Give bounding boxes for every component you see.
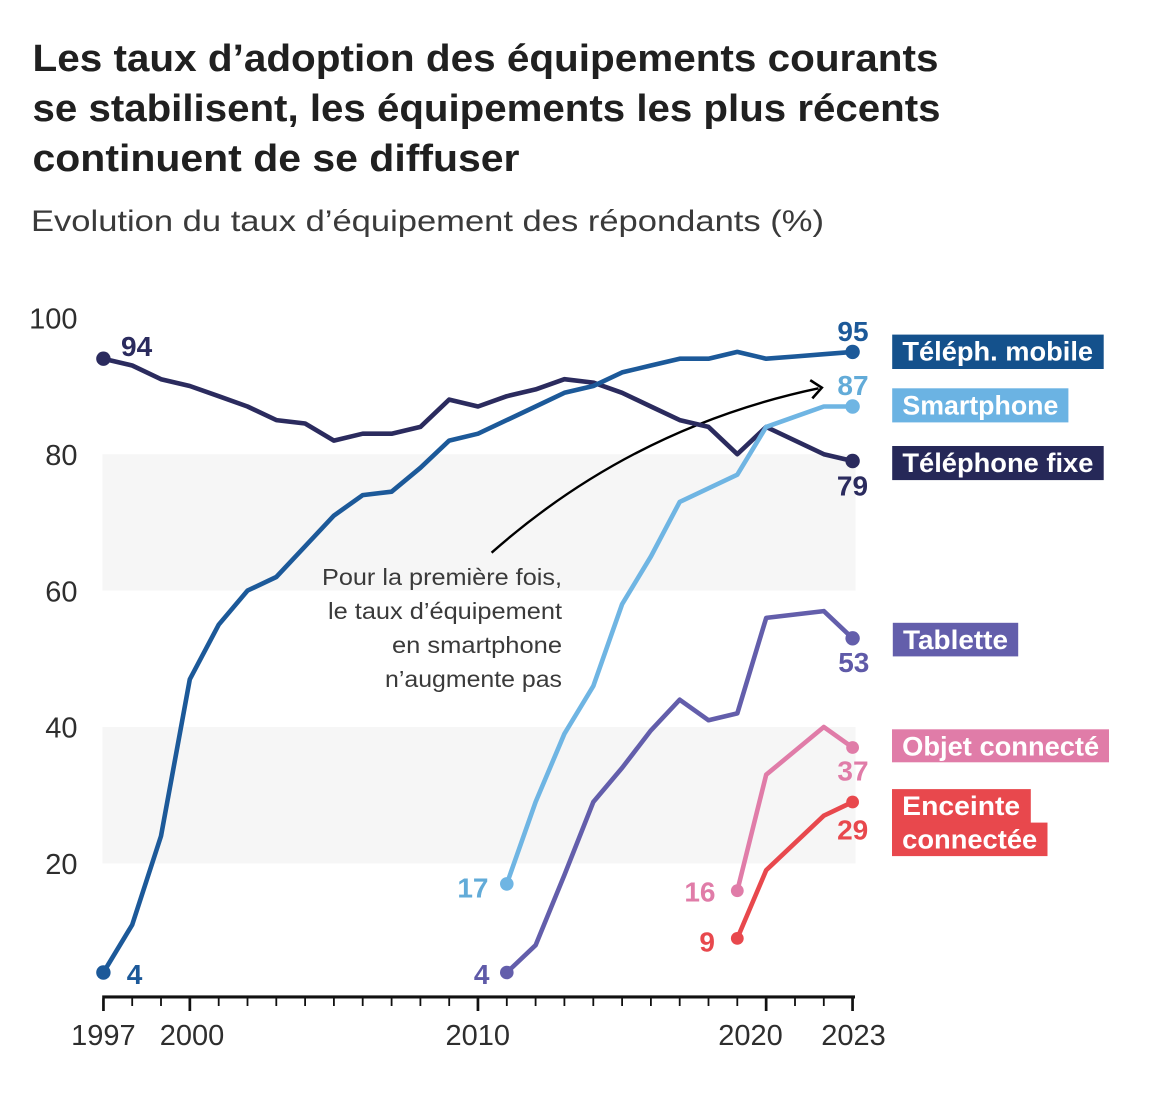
svg-text:40: 40 [45,713,77,745]
svg-text:2023: 2023 [821,1020,886,1052]
svg-text:Tablette: Tablette [903,625,1008,655]
svg-text:continuent de se diffuser: continuent de se diffuser [33,138,520,180]
svg-text:Objet connecté: Objet connecté [902,731,1099,761]
svg-text:79: 79 [837,471,868,502]
svg-text:n’augmente pas: n’augmente pas [385,666,562,692]
svg-text:17: 17 [457,872,488,903]
svg-text:Evolution du taux d’équipement: Evolution du taux d’équipement des répon… [31,205,824,238]
svg-text:2020: 2020 [718,1020,783,1052]
svg-text:95: 95 [837,316,868,347]
svg-text:20: 20 [45,849,77,881]
svg-text:2000: 2000 [160,1020,225,1052]
svg-text:en smartphone: en smartphone [392,632,562,658]
svg-text:2010: 2010 [446,1020,511,1052]
svg-text:le taux d’équipement: le taux d’équipement [328,598,563,624]
svg-text:1997: 1997 [71,1020,136,1052]
svg-text:Pour la première fois,: Pour la première fois, [322,564,562,590]
svg-text:4: 4 [474,959,490,990]
svg-text:connectée: connectée [902,825,1037,855]
svg-text:Téléphone fixe: Téléphone fixe [902,448,1093,478]
svg-text:53: 53 [838,647,869,678]
svg-text:Enceinte: Enceinte [902,791,1020,821]
svg-text:Les taux d’adoption des équipe: Les taux d’adoption des équipements cour… [33,38,939,80]
svg-text:80: 80 [45,440,77,472]
svg-text:87: 87 [837,370,868,401]
svg-text:4: 4 [127,959,143,990]
svg-text:9: 9 [699,927,715,958]
svg-text:Téléph. mobile: Téléph. mobile [902,337,1093,367]
svg-text:16: 16 [684,877,715,908]
svg-text:37: 37 [837,755,868,786]
svg-text:94: 94 [121,331,153,362]
svg-text:se stabilisent, les équipement: se stabilisent, les équipements les plus… [33,88,941,130]
svg-text:60: 60 [45,576,77,608]
svg-text:100: 100 [29,304,77,336]
svg-text:Smartphone: Smartphone [902,390,1058,420]
svg-text:29: 29 [837,815,868,846]
